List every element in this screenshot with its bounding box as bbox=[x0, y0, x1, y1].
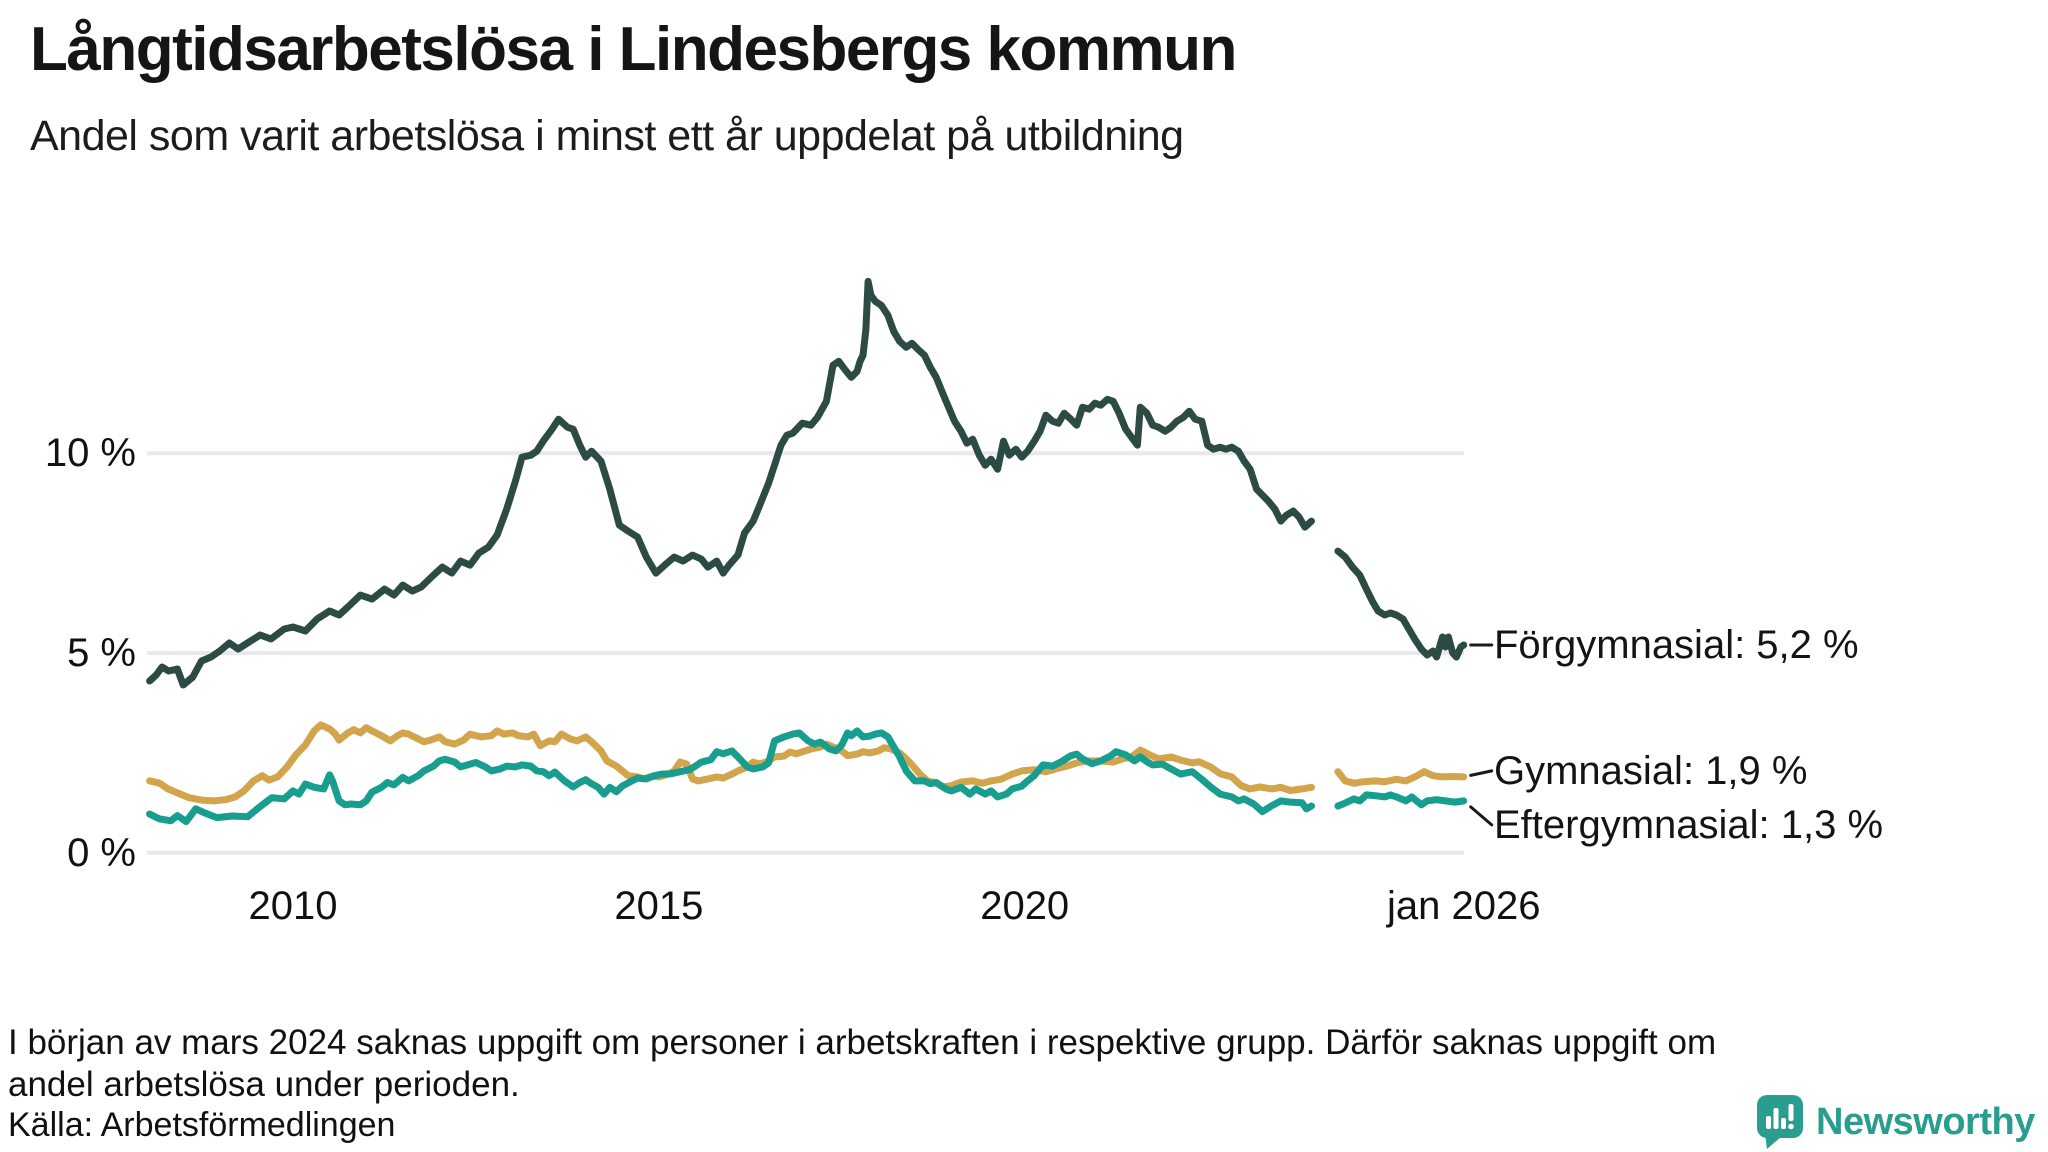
x-axis-tick-2015: 2015 bbox=[614, 884, 704, 928]
y-axis-tick-5: 5 % bbox=[67, 631, 136, 675]
y-axis-tick-10: 10 % bbox=[44, 431, 136, 476]
series-end-label-forgymnasial: Förgymnasial: 5,2 % bbox=[1494, 623, 1859, 667]
series-line-förgymnasial-seg1 bbox=[1334, 547, 1468, 661]
series-line-förgymnasial-seg0 bbox=[146, 277, 1315, 689]
series-line-gymnasial-seg0 bbox=[146, 721, 1315, 805]
label-leader-eftergymnasial bbox=[1469, 805, 1494, 827]
footnote-line-2: andel arbetslösa under perioden. bbox=[8, 1065, 520, 1104]
y-axis-tick-0: 0 % bbox=[67, 830, 136, 875]
chart-subtitle: Andel som varit arbetslösa i minst ett å… bbox=[30, 112, 1184, 160]
x-axis-tick-2020: 2020 bbox=[980, 884, 1070, 928]
newsworthy-logo-icon bbox=[1757, 1095, 1803, 1149]
series-line-eftergymnasial-seg0 bbox=[146, 727, 1315, 826]
label-leader-gymnasial bbox=[1469, 769, 1494, 777]
x-axis-tick-2010: 2010 bbox=[248, 884, 338, 928]
series-end-label-eftergymnasial: Eftergymnasial: 1,3 % bbox=[1494, 802, 1884, 847]
series-line-gymnasial-seg1 bbox=[1334, 768, 1468, 787]
x-axis-tick-jan-2026: jan 2026 bbox=[1386, 884, 1541, 928]
newsworthy-logo-text: Newsworthy bbox=[1816, 1100, 2035, 1143]
series-line-eftergymnasial-seg1 bbox=[1334, 791, 1468, 810]
series-end-label-gymnasial: Gymnasial: 1,9 % bbox=[1494, 748, 1808, 793]
page-title: Långtidsarbetslösa i Lindesbergs kommun bbox=[30, 15, 1237, 84]
footnote-line-1: I början av mars 2024 saknas uppgift om … bbox=[8, 1023, 1717, 1062]
source-credit: Källa: Arbetsförmedlingen bbox=[8, 1106, 396, 1144]
newsworthy-logo: Newsworthy bbox=[1756, 1094, 2035, 1150]
